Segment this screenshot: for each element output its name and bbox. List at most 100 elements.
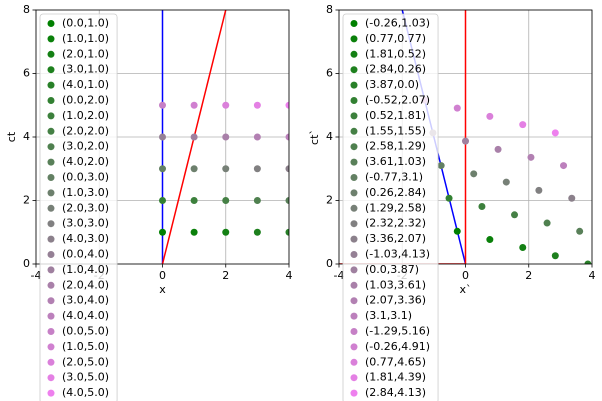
legend-label: (1.81,4.39) [365,371,426,384]
legend-marker [350,81,358,89]
legend-marker [47,158,55,166]
legend-marker [47,235,55,243]
point [285,197,289,204]
legend-label: (3.0,4.0) [62,294,109,307]
point [222,197,230,204]
legend-label: (1.55,1.55) [365,124,426,137]
legend-marker [47,389,55,397]
legend-marker [47,97,55,104]
point [478,203,486,211]
x-tick-label: 0 [462,269,469,282]
legend-label: (3.36,2.07) [365,232,426,245]
point [568,194,576,202]
point [535,186,543,194]
point [285,101,289,109]
legend-label: (1.81,0.52) [365,47,426,60]
point [253,228,261,236]
legend-label: (2.58,1.29) [365,140,426,153]
legend-label: (4.0,4.0) [62,309,109,322]
x-axis-label: x` [459,283,471,296]
x-tick-label: -4 [31,269,42,282]
legend-label: (1.03,3.61) [365,278,426,291]
legend-marker [47,328,55,335]
legend-marker [350,312,358,320]
legend-label: (2.32,2.32) [365,217,426,230]
legend-marker [350,266,358,274]
legend-label: (-1.29,5.16) [365,325,430,338]
legend-marker [350,66,358,74]
legend-label: (1.0,2.0) [62,109,109,122]
legend-label: (0.0,3.0) [62,171,109,184]
y-tick-label: 0 [326,257,333,270]
legend-marker [47,174,55,181]
legend-marker [350,112,358,120]
legend-box [39,13,118,401]
point [470,170,478,178]
legend-label: (2.0,2.0) [62,124,109,137]
legend-marker [350,374,358,382]
point [453,227,461,235]
legend-label: (-0.77,3.1) [365,171,423,184]
legend-marker [47,204,55,212]
y-tick-label: 0 [23,257,30,270]
legend-label: (0.0,1.0) [62,17,109,30]
y-tick-label: 8 [326,3,333,16]
point [486,112,494,120]
legend-marker [350,189,358,197]
point [551,252,559,260]
legend-marker [47,50,55,58]
legend-label: (3.0,1.0) [62,63,109,76]
x-tick-label: 0 [159,269,166,282]
legend-marker [47,20,55,27]
legend-marker [47,81,55,89]
legend-marker [350,297,358,305]
y-tick-label: 8 [23,3,30,16]
legend-marker [350,251,358,258]
legend: (-0.26,1.03) (0.77,0.77) (1.81,0.52) (2.84,… [342,13,439,401]
legend-label: (1.0,1.0) [62,32,109,45]
point [543,219,551,227]
point [222,133,230,141]
legend-label: (0.0,3.87) [365,263,419,276]
y-axis-label: ct` [308,129,321,145]
legend-marker [350,204,358,212]
y-axis-label: ct [5,131,18,142]
x-axis-label: x [159,283,166,296]
point [159,101,166,109]
legend-marker [47,189,55,197]
legend-label: (0.0,4.0) [62,248,109,261]
legend-marker [47,343,55,351]
point [511,211,519,219]
legend-marker [47,35,55,43]
point [551,129,559,137]
legend-marker [350,97,358,104]
point [159,228,166,236]
y-tick-label: 6 [326,67,333,80]
legend-marker [47,127,55,135]
legend-marker [350,35,358,43]
point [437,162,445,170]
point [253,165,261,173]
point [190,101,198,109]
legend-marker [350,127,358,135]
point [222,228,230,236]
x-tick-label: 4 [589,269,596,282]
legend-marker [350,158,358,166]
legend-label: (3.61,1.03) [365,155,426,168]
x-tick-label: 4 [286,269,293,282]
legend-label: (-0.52,2.07) [365,94,430,107]
legend-marker [47,358,55,366]
legend-label: (0.26,2.84) [365,186,426,199]
legend-marker [47,112,55,120]
x-tick-label: -4 [334,269,345,282]
legend-label: (3.0,2.0) [62,140,109,153]
legend-marker [350,50,358,58]
legend-marker [350,358,358,366]
point [584,260,592,264]
legend-label: (1.0,5.0) [62,340,109,353]
legend-marker [350,235,358,243]
legend-marker [350,281,358,289]
point [519,121,527,129]
legend-label: (-0.26,1.03) [365,17,430,30]
y-tick-label: 4 [23,130,30,143]
